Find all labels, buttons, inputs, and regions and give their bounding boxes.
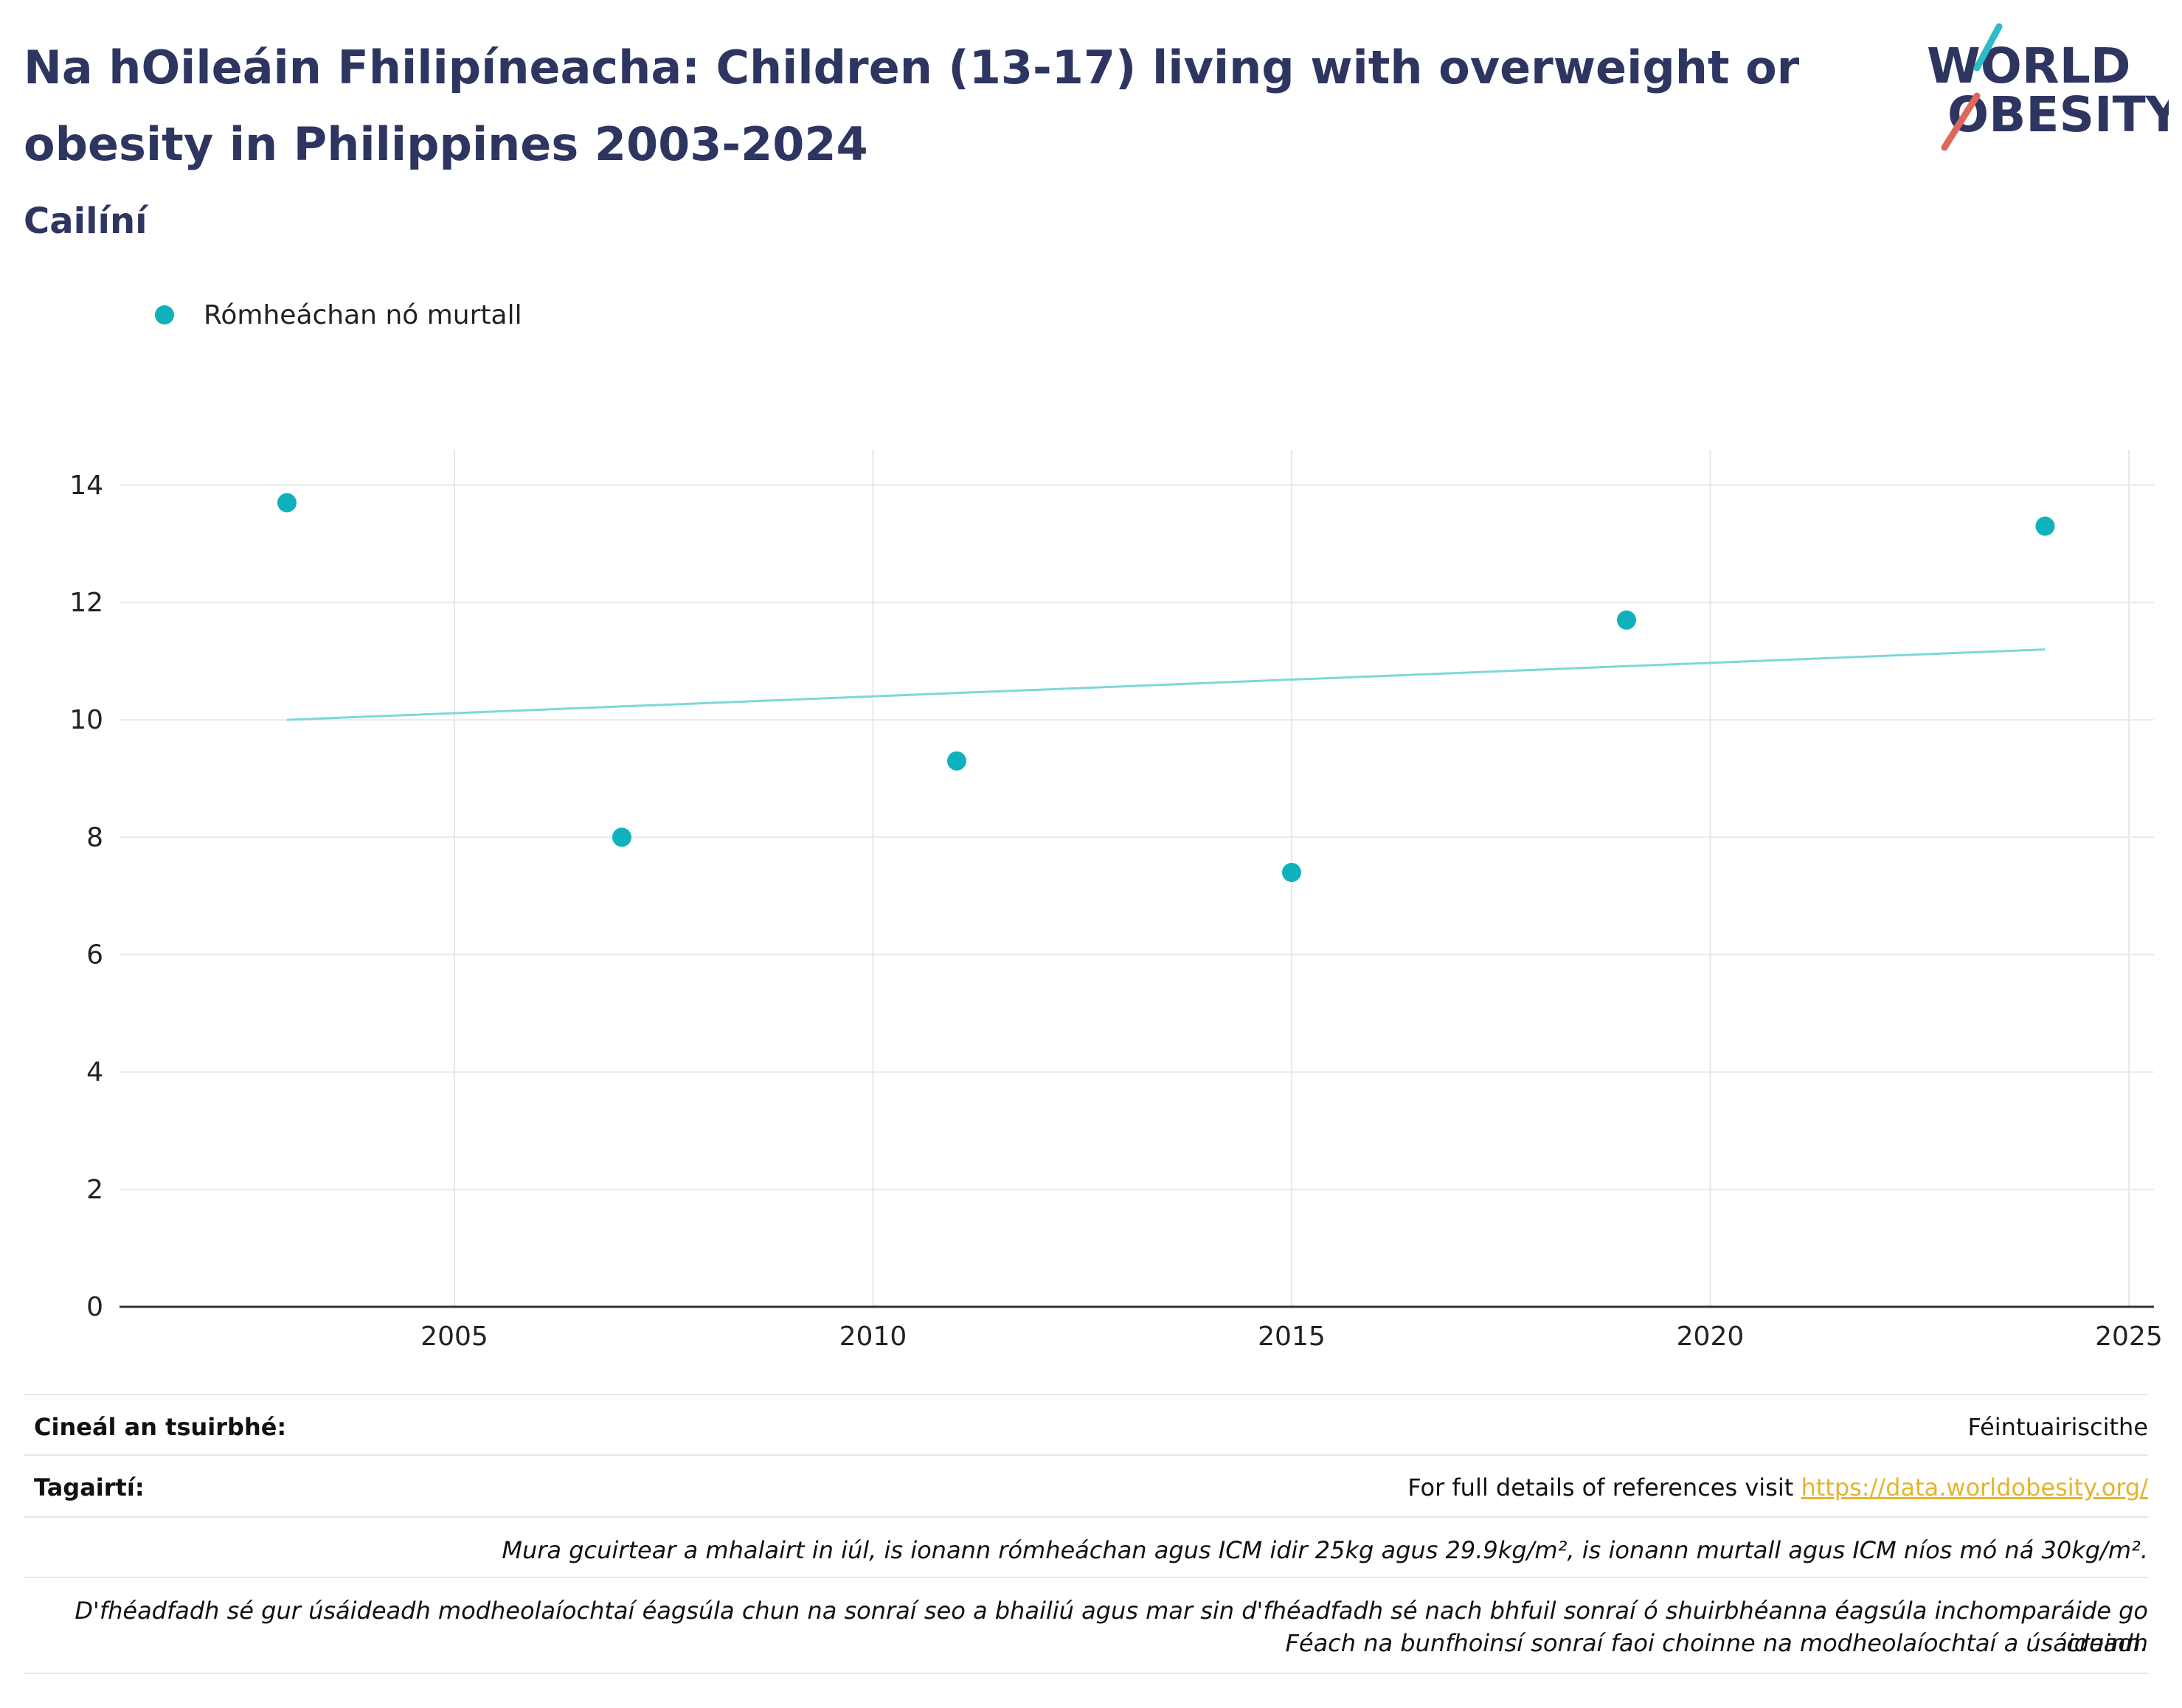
data-point (1281, 863, 1301, 883)
survey-type-row: Cineál an tsuirbhé: Féintuairiscithe (24, 1394, 2148, 1456)
data-point (277, 493, 297, 513)
trend-line (286, 648, 2046, 721)
y-tick-label: 0 (86, 1292, 103, 1322)
methods-note-line2: Féach na bunfhoinsí sonraí faoi choinne … (1285, 1629, 2148, 1657)
logo-line1: WORLD (1927, 38, 2131, 94)
y-tick-label: 10 (69, 705, 103, 735)
legend-marker (155, 305, 174, 324)
data-point (1616, 610, 1636, 630)
references-value: For full details of references visit htt… (1407, 1473, 2148, 1502)
chart-title: Na hOileáin Fhilipíneacha: Children (13-… (24, 41, 1800, 171)
methods-row: D'fhéadfadh sé gur úsáideadh modheolaíoc… (24, 1577, 2148, 1674)
logo-slash-red (1941, 92, 1981, 151)
x-tick-label: 2010 (839, 1322, 907, 1352)
references-link[interactable]: https://data.worldobesity.org/ (1801, 1473, 2148, 1502)
references-row: Tagairtí: For full details of references… (24, 1454, 2148, 1518)
x-tick-label: 2025 (2095, 1322, 2163, 1352)
world-obesity-logo: WORLD OBESITY (1918, 22, 2182, 155)
logo-slash-teal (1973, 23, 2003, 72)
references-text: For full details of references visit (1407, 1473, 1801, 1502)
references-label: Tagairtí: (34, 1473, 145, 1502)
methods-note-line1: D'fhéadfadh sé gur úsáideadh modheolaíoc… (75, 1597, 2148, 1657)
survey-type-label: Cineál an tsuirbhé: (34, 1413, 287, 1441)
survey-type-value: Féintuairiscithe (1967, 1413, 2148, 1441)
legend-label: Rómheáchan nó murtall (204, 299, 522, 330)
y-tick-label: 4 (86, 1058, 103, 1088)
y-tick-label: 2 (86, 1175, 103, 1205)
legend: Rómheáchan nó murtall (155, 296, 522, 333)
data-point (946, 751, 966, 771)
y-tick-label: 14 (69, 471, 103, 501)
x-tick-label: 2005 (420, 1322, 488, 1352)
x-tick-label: 2020 (1677, 1322, 1745, 1352)
x-tick-label: 2015 (1258, 1322, 1326, 1352)
y-tick-label: 8 (86, 822, 103, 853)
scatter-chart: 0 2 4 6 8 10 12 14 2005 2010 2015 2020 2025 (69, 450, 2163, 1352)
data-point (2035, 516, 2055, 536)
definition-note: Mura gcuirtear a mhalairt in iúl, is ion… (502, 1536, 2148, 1564)
definition-row: Mura gcuirtear a mhalairt in iúl, is ion… (24, 1516, 2148, 1578)
y-tick-label: 12 (69, 588, 103, 618)
y-tick-label: 6 (86, 940, 103, 970)
chart-subtitle: Cailíní (24, 201, 148, 242)
data-point (612, 827, 631, 847)
logo-line2: OBESITY (1947, 86, 2169, 143)
